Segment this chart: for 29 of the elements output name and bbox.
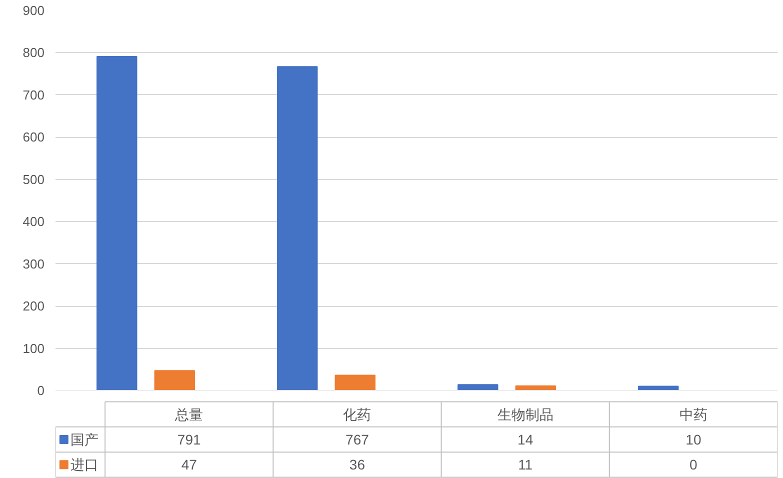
- x-tick-label: 生物制品: [497, 406, 554, 422]
- legend-label: 进口: [70, 456, 99, 473]
- y-tick-label: 100: [22, 340, 45, 356]
- y-tick-label: 900: [22, 3, 45, 18]
- y-tick-label: 800: [22, 45, 45, 60]
- x-tick-label: 总量: [174, 406, 204, 422]
- legend-label: 国产: [70, 432, 99, 448]
- data-label: 14: [518, 432, 534, 448]
- y-tick-label: 700: [22, 87, 45, 102]
- bar: [154, 370, 195, 390]
- y-tick-label: 300: [22, 256, 45, 272]
- data-label: 767: [346, 432, 370, 448]
- y-tick-label: 400: [22, 214, 45, 230]
- data-label: 0: [690, 456, 698, 473]
- data-label: 791: [177, 432, 201, 448]
- x-tick-label: 化药: [343, 406, 372, 422]
- data-label: 10: [686, 432, 702, 448]
- bar: [96, 56, 138, 390]
- y-tick-label: 200: [22, 298, 45, 314]
- data-label: 36: [349, 456, 366, 473]
- bar: [277, 66, 318, 390]
- x-tick-label: 中药: [679, 406, 708, 422]
- y-tick-label: 600: [22, 130, 45, 145]
- bar: [334, 374, 376, 390]
- y-tick-label: 0: [37, 383, 45, 398]
- data-label: 11: [518, 456, 533, 473]
- data-label: 47: [181, 456, 198, 473]
- y-tick-label: 500: [22, 172, 45, 187]
- bar: [458, 384, 498, 390]
